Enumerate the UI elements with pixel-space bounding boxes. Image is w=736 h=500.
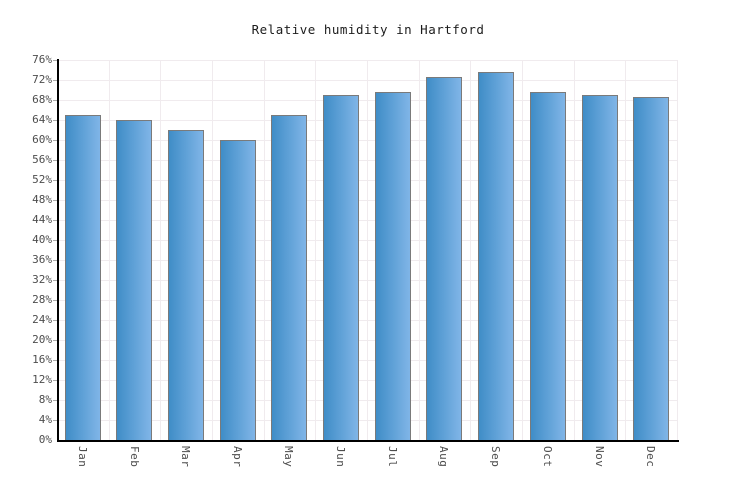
y-axis-label: 28% <box>32 293 52 306</box>
y-axis-tick <box>53 120 57 121</box>
x-axis-label-sep: Sep <box>489 446 502 468</box>
y-axis-tick <box>53 380 57 381</box>
y-axis-tick <box>53 60 57 61</box>
y-axis-tick <box>53 160 57 161</box>
gridline-horizontal <box>59 180 677 181</box>
gridline-horizontal <box>59 140 677 141</box>
gridline-vertical <box>367 60 368 440</box>
y-axis-label: 36% <box>32 253 52 266</box>
x-axis-label-nov: Nov <box>593 446 606 468</box>
bar-may <box>271 115 307 440</box>
gridline-horizontal <box>59 260 677 261</box>
bar-jun <box>323 95 359 440</box>
bar-jul <box>375 92 411 440</box>
x-axis-label-jan: Jan <box>76 446 89 468</box>
x-axis-label-mar: Mar <box>179 446 192 468</box>
gridline-vertical <box>160 60 161 440</box>
y-axis-label: 68% <box>32 93 52 106</box>
gridline-vertical <box>264 60 265 440</box>
y-axis-label: 44% <box>32 213 52 226</box>
y-axis-label: 52% <box>32 173 52 186</box>
y-axis-label: 64% <box>32 113 52 126</box>
gridline-vertical <box>470 60 471 440</box>
y-axis-label: 4% <box>38 413 52 426</box>
x-axis-label-oct: Oct <box>541 446 554 468</box>
y-axis-label: 24% <box>32 313 52 326</box>
y-axis-tick <box>53 340 57 341</box>
gridline-horizontal <box>59 360 677 361</box>
y-axis-label: 12% <box>32 373 52 386</box>
gridline-horizontal <box>59 120 677 121</box>
x-axis-label-apr: Apr <box>231 446 244 468</box>
bar-dec <box>633 97 669 440</box>
gridline-horizontal <box>59 160 677 161</box>
y-axis-tick <box>53 400 57 401</box>
x-axis-label-dec: Dec <box>644 446 657 468</box>
gridline-vertical <box>109 60 110 440</box>
x-axis-label-jul: Jul <box>386 446 399 468</box>
gridline-vertical <box>212 60 213 440</box>
x-axis-label-may: May <box>282 446 295 468</box>
gridline-vertical <box>315 60 316 440</box>
gridline-vertical <box>419 60 420 440</box>
gridline-horizontal <box>59 220 677 221</box>
bar-apr <box>220 140 256 440</box>
gridline-horizontal <box>59 240 677 241</box>
gridline-horizontal <box>59 380 677 381</box>
gridline-vertical <box>574 60 575 440</box>
y-axis-label: 56% <box>32 153 52 166</box>
y-axis-label: 32% <box>32 273 52 286</box>
x-axis-line <box>57 440 679 442</box>
y-axis-line <box>57 59 59 442</box>
gridline-vertical <box>522 60 523 440</box>
gridline-horizontal <box>59 400 677 401</box>
y-axis-label: 76% <box>32 53 52 66</box>
y-axis-tick <box>53 280 57 281</box>
y-axis-tick <box>53 140 57 141</box>
gridline-vertical <box>625 60 626 440</box>
bar-mar <box>168 130 204 440</box>
bar-jan <box>65 115 101 440</box>
y-axis-label: 48% <box>32 193 52 206</box>
bar-feb <box>116 120 152 440</box>
y-axis-label: 60% <box>32 133 52 146</box>
y-axis-label: 20% <box>32 333 52 346</box>
gridline-vertical <box>677 60 678 440</box>
y-axis-tick <box>53 420 57 421</box>
gridline-horizontal <box>59 200 677 201</box>
gridline-horizontal <box>59 60 677 61</box>
y-axis-tick <box>53 80 57 81</box>
y-axis-label: 0% <box>38 433 52 446</box>
y-axis-tick <box>53 260 57 261</box>
chart-title: Relative humidity in Hartford <box>251 22 485 37</box>
y-axis-tick <box>53 300 57 301</box>
y-axis-tick <box>53 360 57 361</box>
y-axis-label: 8% <box>38 393 52 406</box>
y-axis-tick <box>53 220 57 221</box>
gridline-horizontal <box>59 80 677 81</box>
y-axis-tick <box>53 320 57 321</box>
y-axis-label: 40% <box>32 233 52 246</box>
gridline-horizontal <box>59 320 677 321</box>
gridline-horizontal <box>59 340 677 341</box>
x-axis-label-feb: Feb <box>128 446 141 468</box>
bar-nov <box>582 95 618 440</box>
bar-sep <box>478 72 514 440</box>
gridline-horizontal <box>59 300 677 301</box>
y-axis-tick <box>53 180 57 181</box>
y-axis-label: 16% <box>32 353 52 366</box>
y-axis-label: 72% <box>32 73 52 86</box>
y-axis-tick <box>53 240 57 241</box>
gridline-horizontal <box>59 280 677 281</box>
x-axis-label-jun: Jun <box>334 446 347 468</box>
gridline-horizontal <box>59 420 677 421</box>
y-axis-tick <box>53 100 57 101</box>
gridline-horizontal <box>59 100 677 101</box>
x-axis-label-aug: Aug <box>437 446 450 468</box>
bar-aug <box>426 77 462 440</box>
bar-oct <box>530 92 566 440</box>
y-axis-tick <box>53 200 57 201</box>
